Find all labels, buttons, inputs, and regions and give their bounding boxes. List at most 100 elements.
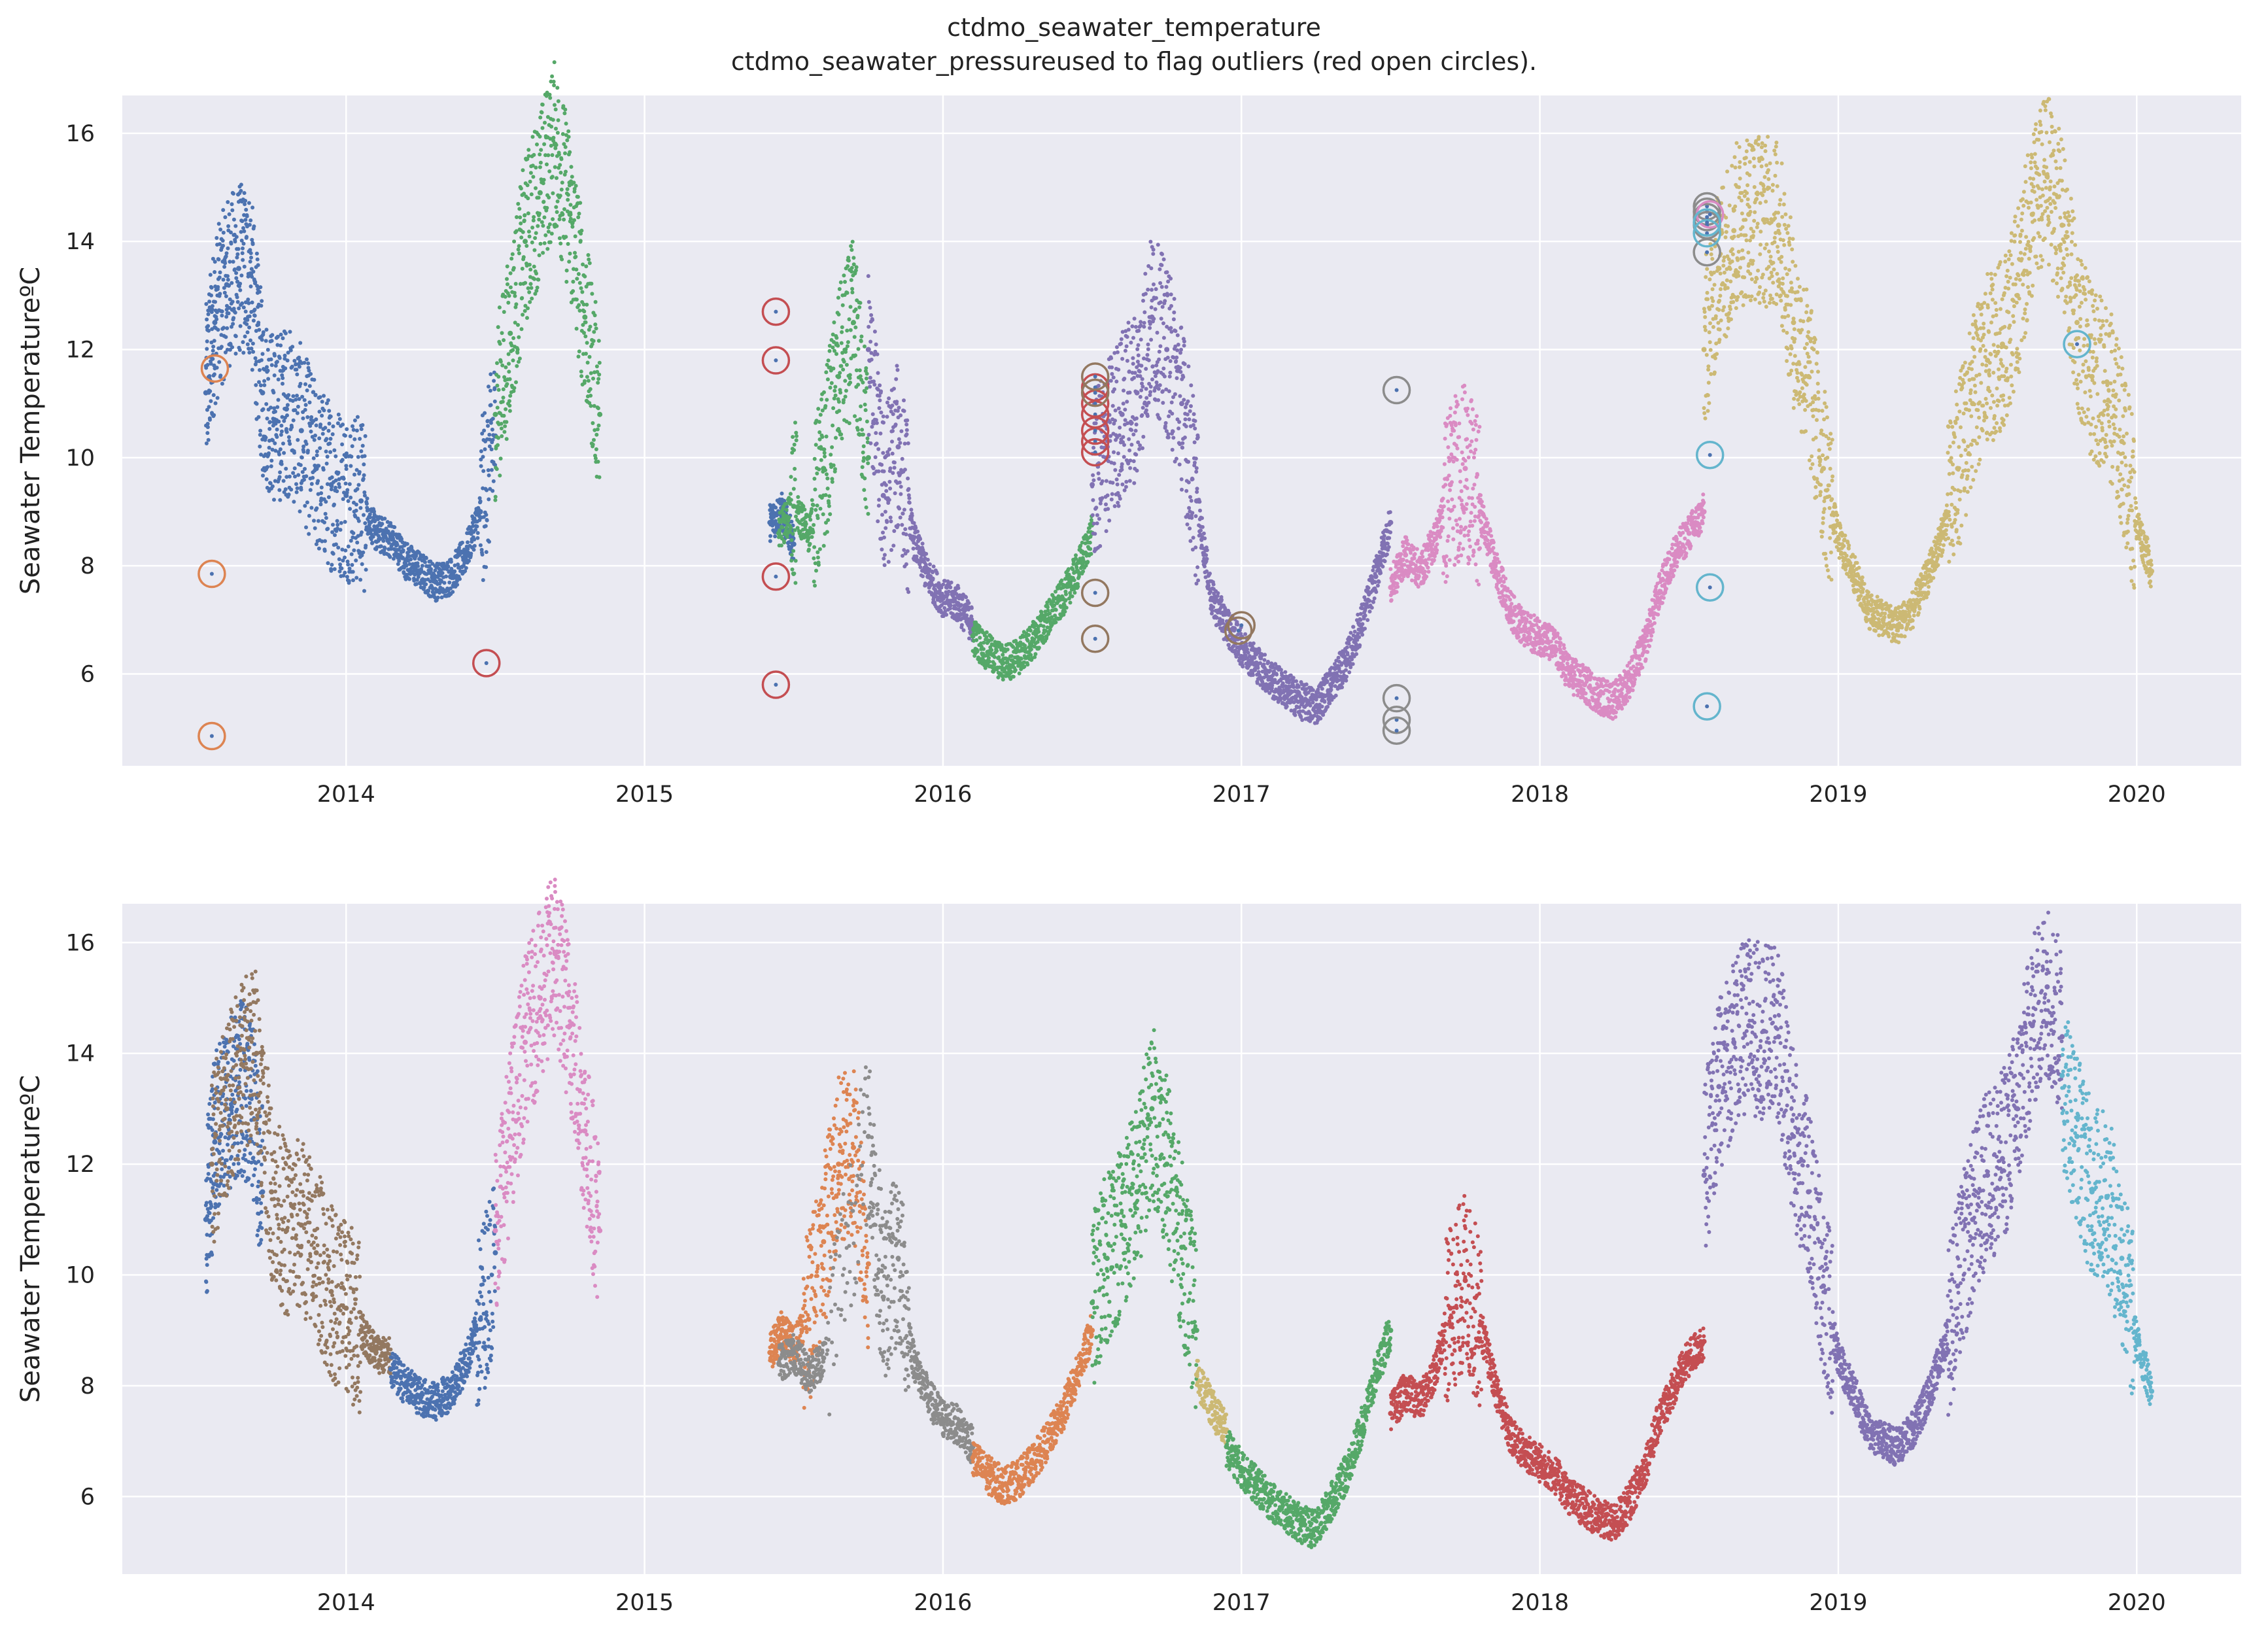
data-point — [328, 450, 332, 454]
data-point — [356, 487, 360, 491]
data-point — [336, 545, 340, 549]
data-point — [256, 258, 260, 262]
data-point — [1160, 285, 1164, 289]
data-point — [307, 514, 311, 518]
data-point — [436, 596, 440, 600]
data-point — [902, 409, 906, 413]
data-point — [373, 531, 379, 536]
data-point — [1371, 600, 1375, 604]
data-point — [295, 490, 299, 494]
data-point — [507, 369, 511, 373]
data-point — [258, 433, 262, 437]
data-point — [862, 488, 866, 492]
data-point — [1117, 473, 1121, 477]
data-point — [910, 536, 916, 541]
data-point — [841, 303, 845, 307]
data-point — [861, 465, 865, 469]
data-point — [773, 534, 777, 538]
data-point — [475, 524, 479, 528]
data-point — [1136, 360, 1140, 364]
data-point — [1167, 389, 1171, 393]
data-point — [275, 435, 279, 439]
data-point — [479, 500, 483, 504]
data-point — [1133, 371, 1137, 375]
data-point — [1150, 305, 1154, 309]
data-point — [481, 578, 485, 582]
data-point — [525, 316, 529, 320]
data-point — [352, 549, 356, 553]
data-point — [1344, 679, 1348, 683]
data-point — [596, 377, 600, 381]
data-point — [1148, 326, 1152, 330]
data-point — [312, 519, 316, 523]
data-point — [1095, 521, 1099, 525]
data-point — [1091, 478, 1095, 482]
data-point — [1294, 679, 1298, 683]
data-point — [885, 520, 889, 524]
data-point — [1328, 702, 1332, 706]
data-point — [356, 455, 360, 459]
data-point — [1156, 243, 1160, 247]
data-point — [1190, 499, 1194, 503]
data-point — [223, 215, 227, 219]
data-point — [1118, 426, 1122, 430]
data-point — [858, 417, 862, 421]
data-point — [1046, 605, 1050, 609]
data-point — [249, 339, 252, 343]
data-point — [1137, 343, 1141, 347]
data-point — [519, 235, 523, 239]
data-point — [207, 374, 211, 378]
title-line-2: ctdmo_seawater_pressureused to flag outl… — [731, 47, 1537, 76]
data-point — [266, 417, 269, 421]
data-point — [358, 437, 362, 441]
data-point — [1054, 608, 1058, 612]
data-point — [1109, 379, 1113, 383]
data-point — [472, 538, 476, 541]
data-point — [812, 477, 816, 481]
data-point — [247, 201, 251, 205]
data-point — [340, 443, 344, 447]
data-point — [826, 377, 830, 381]
data-point — [491, 438, 495, 442]
data-point — [926, 558, 930, 562]
data-point — [279, 424, 283, 428]
data-point — [851, 256, 855, 260]
data-point — [363, 454, 367, 458]
data-point — [1243, 632, 1247, 636]
data-point — [793, 581, 797, 585]
data-point — [490, 428, 494, 432]
data-point — [270, 333, 274, 337]
data-point — [423, 560, 427, 564]
data-point — [1027, 633, 1031, 637]
data-point — [1112, 462, 1116, 466]
data-point — [486, 419, 490, 423]
data-point — [905, 419, 909, 422]
data-point — [564, 235, 568, 239]
data-point — [887, 453, 891, 457]
data-point — [304, 525, 308, 529]
data-point — [578, 281, 582, 285]
data-point — [1344, 668, 1348, 672]
data-point — [1203, 536, 1207, 540]
data-point — [574, 234, 577, 238]
data-point — [407, 577, 411, 581]
data-point — [433, 579, 438, 585]
data-point — [874, 431, 878, 435]
data-point — [526, 306, 530, 310]
data-point — [226, 200, 230, 204]
data-point — [868, 306, 872, 310]
data-point — [856, 314, 860, 318]
data-point — [1292, 676, 1296, 679]
data-point — [1114, 379, 1118, 383]
data-point — [1156, 331, 1160, 335]
y-axis-label: Seawater TemperatureºC — [16, 267, 46, 594]
data-point — [1158, 383, 1162, 387]
data-point — [1177, 420, 1181, 424]
data-point — [848, 317, 851, 321]
data-point — [383, 517, 387, 521]
data-point — [352, 438, 356, 441]
data-point — [1042, 625, 1046, 628]
data-point — [387, 541, 391, 545]
data-point — [549, 125, 553, 129]
data-point — [1227, 643, 1231, 647]
